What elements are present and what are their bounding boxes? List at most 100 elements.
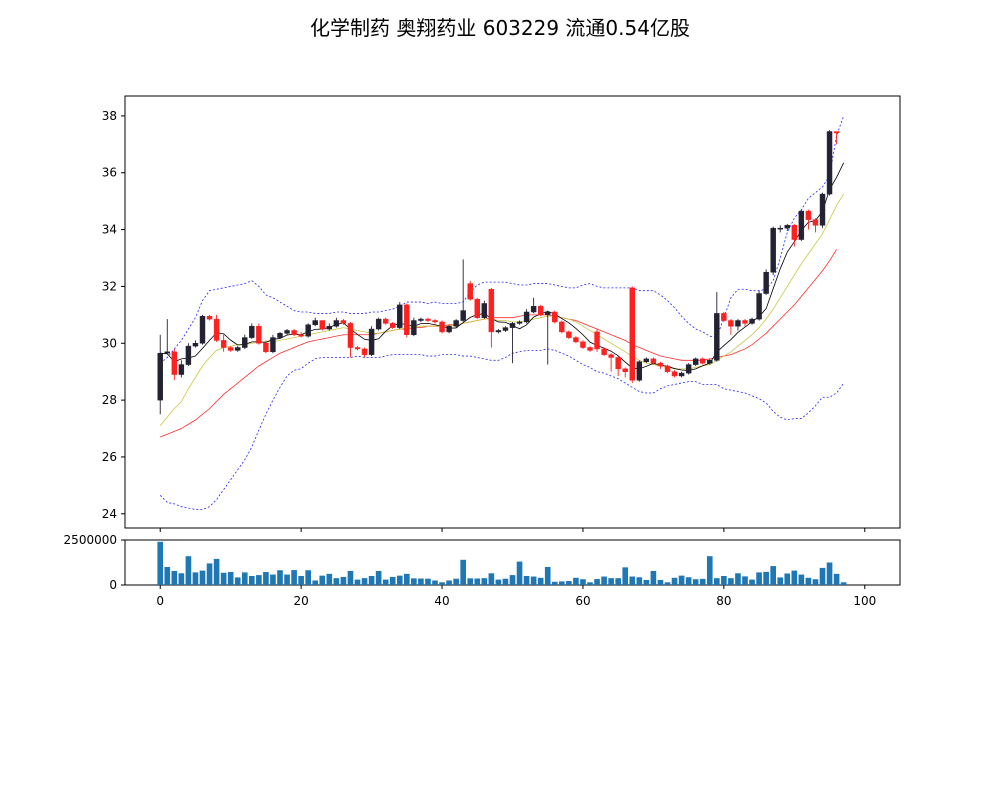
candle-body [777,227,783,230]
candle [552,310,558,324]
candle-body [552,311,558,323]
volume-bar [594,579,600,585]
candle [735,319,741,331]
volume-bar [199,570,206,585]
candle-body [249,325,255,338]
candle [171,348,178,381]
candle-body [643,358,650,362]
candle [678,371,685,378]
volume-bar [234,577,241,585]
candle-body [798,210,805,240]
candle-body [220,340,227,348]
candle-body [213,318,220,341]
y-tick-label: 36 [102,166,117,180]
y-tick-label: 30 [102,336,117,350]
candle [312,317,318,327]
candle [805,209,812,230]
candle [263,340,269,354]
candle [270,334,276,354]
candle-body [474,298,480,318]
candle-body [615,357,621,370]
candle [446,324,452,334]
candle-body [227,347,234,351]
candle [692,357,699,366]
candle [305,323,311,338]
volume-bar [354,579,361,585]
band-layer [159,115,845,510]
candle [256,323,262,345]
candle [439,320,445,334]
candle-y-axis: 24 26 28 30 32 34 36 38 [102,109,125,521]
volume-bar [791,570,798,585]
candle-body [587,347,593,351]
candle-body [650,358,657,364]
candle-body [784,225,790,229]
candle-body [671,371,678,377]
volume-bar [735,573,741,585]
candle-body [263,343,269,353]
candle-body [397,304,403,328]
candle-body [171,351,178,375]
upper-band-line [159,115,845,364]
candle-body [735,320,741,327]
volume-bar [220,572,227,585]
candle [714,292,720,362]
volume-bar [826,562,833,585]
candle-body [242,337,248,348]
candle-body [354,347,361,350]
candle-body [481,303,488,318]
candle-body [390,323,396,328]
volume-bar [728,578,734,585]
candle [361,347,368,358]
candle-body [411,320,417,335]
y-tick-label: 24 [102,507,117,521]
volume-bar [509,575,516,585]
candle-body [164,351,170,354]
candle [770,226,776,276]
candle-body [566,331,572,338]
volume-bar [657,579,664,585]
candle-body [721,313,727,321]
volume-bar [453,578,459,585]
volume-bar [523,576,530,585]
volume-bar [164,567,171,585]
candle [742,319,748,327]
candle [608,353,614,372]
candle [566,330,572,339]
volume-bar [481,578,488,585]
candle-body [305,324,311,337]
candle [636,360,643,382]
candle-body [742,320,748,324]
candle-body [361,348,368,355]
candle-body [368,328,375,355]
volume-bar [227,572,234,585]
volume-bar [213,558,220,585]
candle-body [347,323,354,348]
volume-bar [284,574,290,585]
x-tick-label: 80 [716,594,731,608]
candle-body [425,318,431,321]
y-tick-label: 38 [102,109,117,123]
volume-bar [622,567,629,585]
candle-body [460,310,466,321]
candle [474,297,480,320]
candle [178,360,185,378]
candle-body [756,293,762,320]
candle [354,346,361,351]
candle-body [819,193,826,226]
candle-body [291,330,297,335]
candle [404,303,410,338]
x-tick-label: 0 [156,594,164,608]
y-tick-label: 28 [102,393,117,407]
volume-bar [566,581,572,585]
volume-bar [439,582,445,585]
volume-bar [157,541,164,585]
candle-body [573,337,579,343]
volume-bar [460,559,466,585]
candle-body [488,289,495,333]
volume-bar [474,578,481,585]
volume-bar [812,579,819,585]
volume-bar [580,579,586,585]
volume-bar [298,576,304,585]
volume-bar [516,561,523,585]
